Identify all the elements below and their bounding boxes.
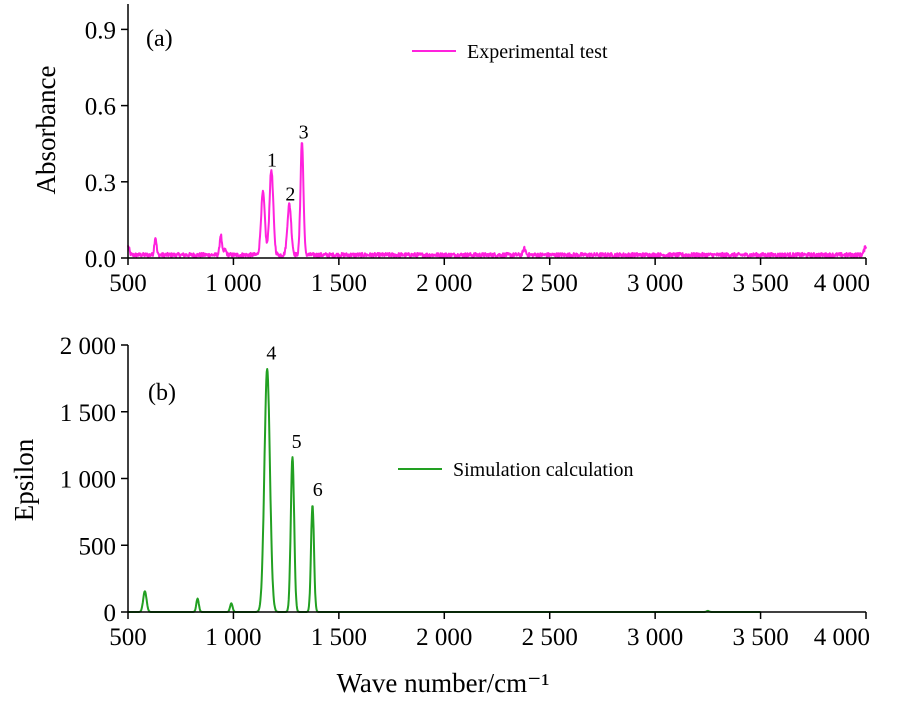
x-tick-label: 3 000 [627,624,683,651]
y-tick-label: 2 000 [60,333,116,360]
panel-b-legend-label: Simulation calculation [453,459,634,481]
panel-a-legend: Experimental test [412,41,608,63]
panel-a-axes [127,4,866,259]
panel-b-ticks: 500 1 000 1 500 2 000 2 500 3 000 3 500 4 00005… [60,333,870,651]
x-tick-label: 1 500 [311,270,367,297]
panel-b-x-axis-title: Wave number/cm⁻¹ [337,668,550,698]
x-tick-label: 3 500 [732,624,788,651]
y-tick-label: 1 500 [60,400,116,427]
panel-b-series [127,368,762,613]
panel-a: 500 1 000 1 500 2 000 2 500 3 000 3 500 4 000 0.… [31,4,870,297]
x-tick-label: 500 [109,624,147,651]
x-tick-label: 4 000 [814,624,870,651]
peak-label-2: 2 [285,184,295,206]
peak-label-5: 5 [292,431,302,453]
panel-a-label: (a) [146,26,173,52]
panel-a-peak-labels: 12 3 [267,121,309,205]
y-tick-label: 0 [104,600,117,627]
y-tick-label: 0.3 [85,170,116,197]
peak-label-1: 1 [267,149,277,171]
y-tick-label: 0.6 [85,94,116,121]
y-tick-label: 0.9 [85,17,116,44]
y-tick-label: 1 000 [60,467,116,494]
panel-b-peak-labels: 4 5 6 [266,343,322,501]
peak-label-6: 6 [313,479,323,501]
panel-b-label: (b) [148,380,176,406]
x-tick-label: 3 000 [627,270,683,297]
y-tick-label: 0.0 [85,246,116,273]
series-line-1 [127,368,762,613]
x-tick-label: 2 000 [416,270,472,297]
x-tick-label: 4 000 [814,270,870,297]
peak-label-3: 3 [299,121,309,143]
x-tick-label: 1 000 [205,624,261,651]
panel-a-legend-label: Experimental test [467,41,608,63]
panel-a-y-axis-title: Absorbance [31,66,61,195]
x-tick-label: 500 [109,270,147,297]
x-tick-label: 2 500 [522,624,578,651]
panel-b-legend: Simulation calculation [398,459,634,481]
y-tick-label: 500 [79,533,117,560]
x-tick-label: 1 000 [205,270,261,297]
x-tick-label: 2 500 [522,270,578,297]
x-tick-label: 1 500 [311,624,367,651]
series-line-1 [127,142,867,258]
panel-b-y-axis-title: Epsilon [9,438,39,521]
peak-label-4: 4 [266,343,276,365]
x-tick-label: 3 500 [732,270,788,297]
panel-a-ticks: 500 1 000 1 500 2 000 2 500 3 000 3 500 4 000 0.… [85,17,870,297]
panel-a-series [127,142,867,258]
x-tick-label: 2 000 [416,624,472,651]
panel-b: 500 1 000 1 500 2 000 2 500 3 000 3 500 4 00005… [9,333,870,698]
